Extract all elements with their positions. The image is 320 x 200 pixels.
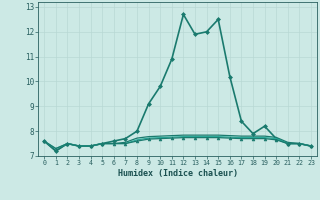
- X-axis label: Humidex (Indice chaleur): Humidex (Indice chaleur): [118, 169, 238, 178]
